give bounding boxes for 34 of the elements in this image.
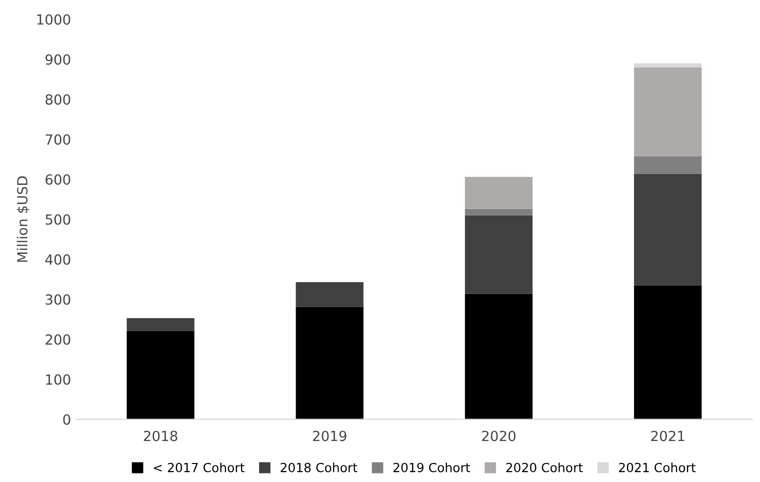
- y-tick-label: 500: [46, 214, 70, 225]
- legend-label: 2019 Cohort: [393, 462, 470, 472]
- y-tick-label: 800: [46, 94, 70, 105]
- y-tick-label: 0: [63, 414, 70, 425]
- legend-label: 2018 Cohort: [280, 462, 358, 472]
- x-tick-label: 2020: [482, 430, 516, 442]
- bar: [126, 318, 194, 331]
- legend-label: < 2017 Cohort: [154, 462, 244, 472]
- y-tick-label: 900: [46, 54, 70, 65]
- y-tick-label: 100: [46, 374, 70, 385]
- bar: [634, 63, 702, 68]
- y-tick-label: 700: [46, 134, 70, 145]
- bar: [464, 208, 533, 216]
- y-tick-label: 200: [46, 334, 70, 345]
- legend-label: 2020 Cohort: [506, 462, 583, 472]
- bar: [464, 176, 533, 209]
- y-tick-label: 300: [46, 294, 70, 305]
- y-tick-label: 1000: [37, 14, 70, 25]
- x-tick-label: 2019: [312, 430, 346, 442]
- bar: [296, 306, 364, 420]
- y-tick-label: 600: [46, 174, 70, 185]
- bar: [634, 67, 702, 156]
- bar: [464, 215, 533, 294]
- bar: [634, 156, 702, 174]
- legend-label: 2021 Cohort: [618, 462, 696, 472]
- y-tick-label: 400: [45, 254, 70, 265]
- bar: [296, 282, 364, 307]
- y-axis-title: Million $USD: [16, 176, 30, 262]
- x-tick-label: 2018: [144, 430, 178, 442]
- bar: [634, 285, 702, 420]
- bar: [464, 294, 533, 420]
- x-tick-label: 2021: [651, 430, 684, 442]
- bar: [126, 330, 194, 420]
- bar: [634, 174, 702, 286]
